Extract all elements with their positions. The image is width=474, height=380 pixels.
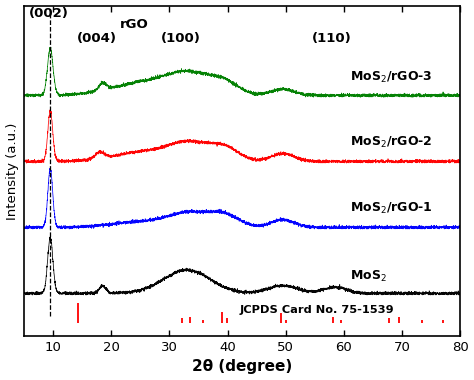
Y-axis label: Intensity (a.u.): Intensity (a.u.) <box>6 122 18 220</box>
Text: (100): (100) <box>161 32 201 45</box>
Text: JCPDS Card No. 75-1539: JCPDS Card No. 75-1539 <box>239 306 394 315</box>
Text: MoS$_2$: MoS$_2$ <box>350 269 386 284</box>
Text: (004): (004) <box>76 32 117 45</box>
Text: MoS$_2$/rGO-1: MoS$_2$/rGO-1 <box>350 200 432 215</box>
Text: rGO: rGO <box>120 18 149 31</box>
X-axis label: 2θ (degree): 2θ (degree) <box>192 359 292 374</box>
Text: (002): (002) <box>29 7 69 20</box>
Text: MoS$_2$/rGO-3: MoS$_2$/rGO-3 <box>350 70 432 85</box>
Text: (110): (110) <box>312 32 352 45</box>
Text: MoS$_2$/rGO-2: MoS$_2$/rGO-2 <box>350 135 432 150</box>
